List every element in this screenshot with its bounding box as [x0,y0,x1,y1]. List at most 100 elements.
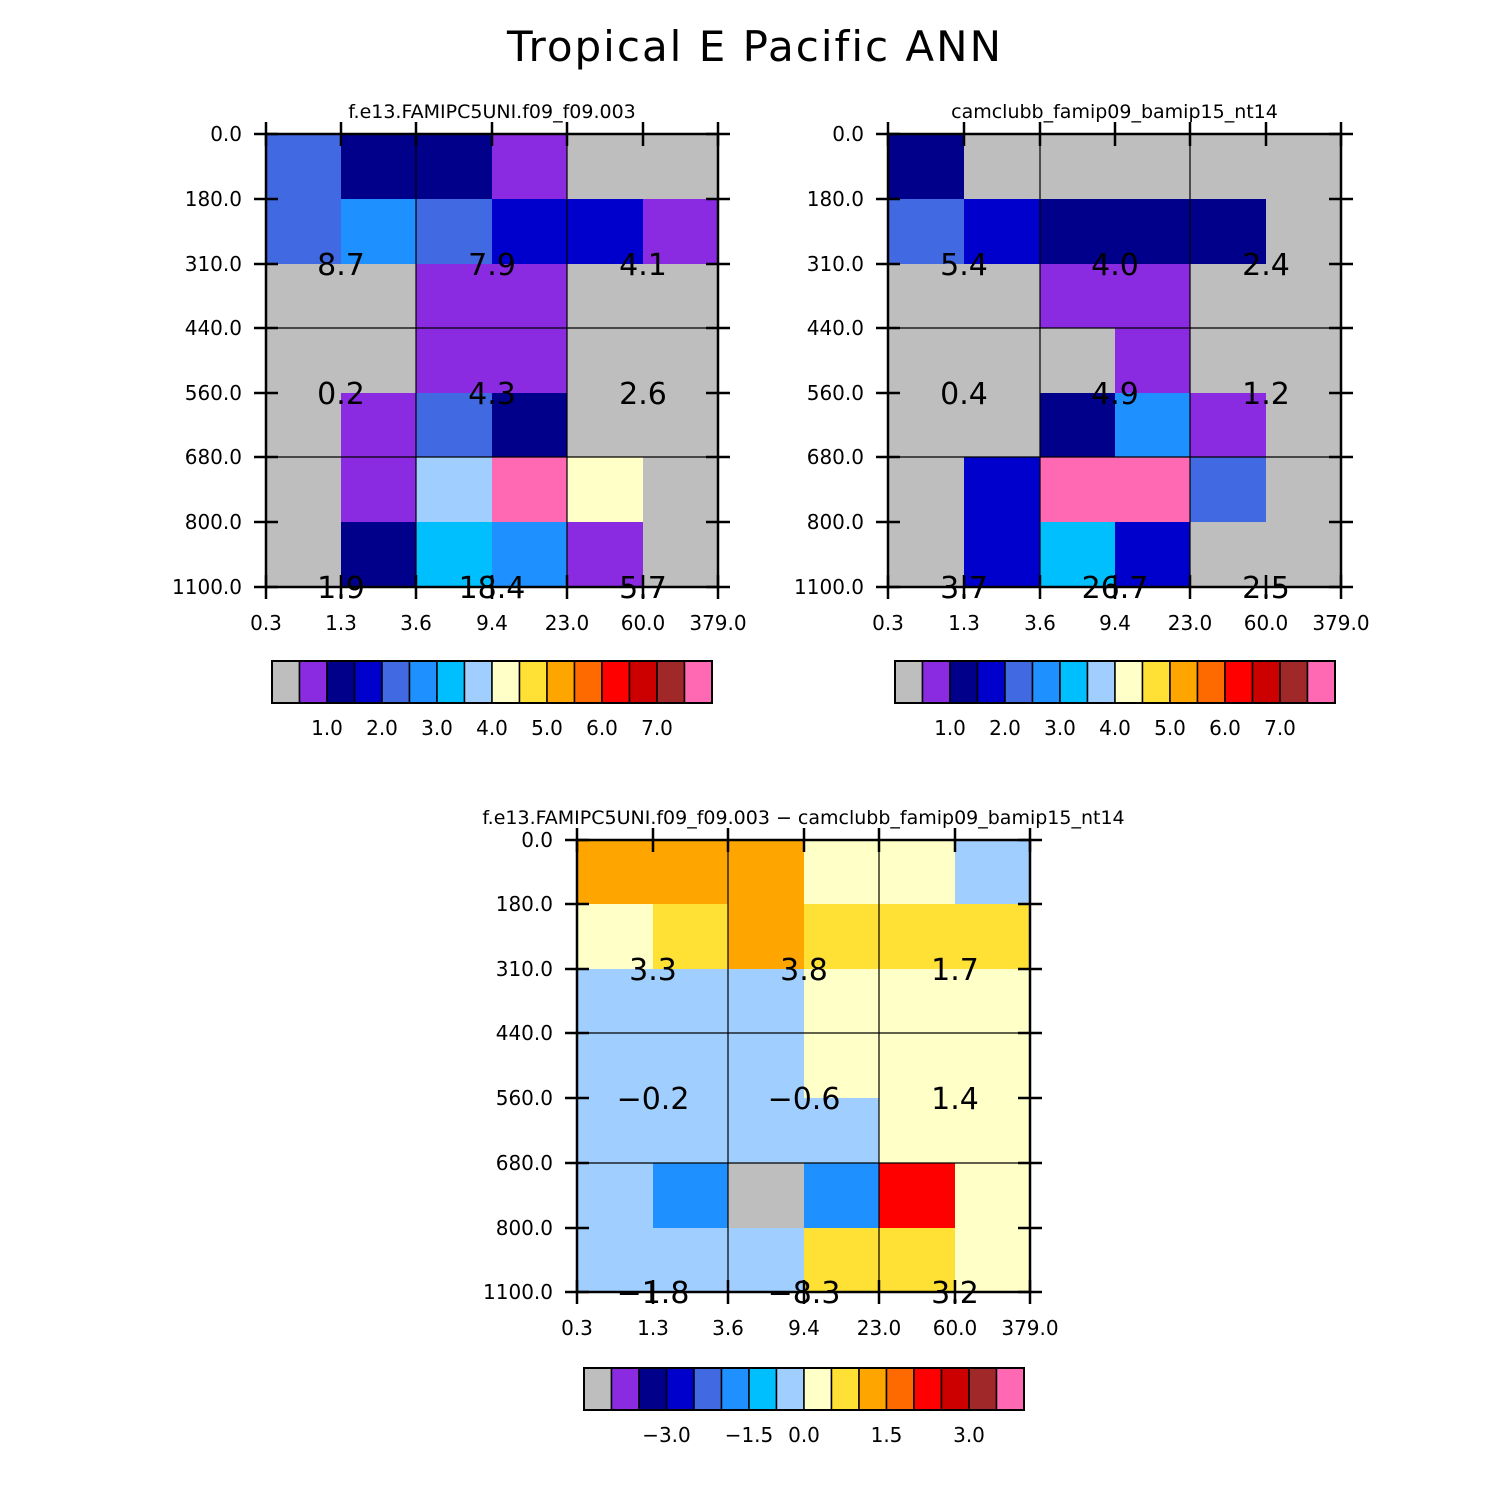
cell-value-label: 3.3 [629,953,677,988]
x-tick-label: 3.6 [1024,611,1056,635]
heatmap-cell [1040,199,1116,265]
heatmap-cell [955,1033,1031,1099]
heatmap-cell [567,264,644,329]
y-tick-label: 310.0 [185,252,242,276]
colorbar-box [830,1367,860,1411]
cell-value-label: 1.4 [931,1082,979,1117]
colorbar-box [408,660,438,704]
cell-value-label: 2.6 [619,377,667,412]
heatmap-cell [888,134,965,200]
heatmap-cell [643,393,719,458]
heatmap-cell [1040,457,1116,523]
heatmap-cell [567,457,644,523]
heatmap-cell [888,199,965,265]
heatmap-cell [964,264,1041,329]
heatmap-cell [1190,522,1267,588]
heatmap-cell [492,199,568,265]
heatmap-cell [341,328,417,394]
x-tick-label: 9.4 [1099,611,1131,635]
heatmap-cell [888,393,965,458]
colorbar-box [1251,660,1281,704]
x-tick-label: 23.0 [1168,611,1213,635]
colorbar-box [1114,660,1144,704]
colorbar-box [976,660,1006,704]
y-tick-label: 680.0 [185,445,242,469]
colorbar-label: 3.0 [953,1423,985,1447]
colorbar-box [1306,660,1336,704]
cell-value-label: 1.7 [931,953,979,988]
cell-value-label: 1.2 [1242,377,1290,412]
heatmap-cell [804,904,880,970]
heatmap-cell [416,264,493,329]
heatmap-cell [653,1163,729,1229]
heatmap-cell [728,1033,805,1099]
heatmap-cell [567,328,644,394]
colorbar-box [1196,660,1226,704]
colorbar-box [949,660,979,704]
heatmap-cell [1040,264,1116,329]
colorbar-box [720,1367,750,1411]
heatmap-cell [1115,264,1191,329]
heatmap-cell [1115,393,1191,458]
colorbar-box [546,660,576,704]
heatmap-cell [1190,328,1267,394]
colorbar-box [1224,660,1254,704]
heatmap-cell [879,1033,956,1099]
y-tick-label: 1100.0 [172,575,242,599]
heatmap-cell [341,522,417,588]
x-tick-label: 0.3 [561,1316,593,1340]
heatmap-cell [653,969,729,1034]
x-tick-label: 23.0 [545,611,590,635]
heatmap-cell [577,969,654,1034]
x-tick-label: 9.4 [476,611,508,635]
heatmap-cell [888,328,965,394]
cell-value-label: 4.0 [1091,248,1139,283]
x-tick-label: 379.0 [1312,611,1369,635]
heatmap-cell [888,522,965,588]
heatmap-cell [416,457,493,523]
y-tick-label: 440.0 [496,1021,553,1045]
panel-title: camclubb_famip09_bamip15_nt14 [951,101,1278,123]
heatmap-cell [804,1163,880,1229]
heatmap-cell [1040,134,1116,200]
heatmap-cell [341,264,417,329]
cell-value-label: 0.4 [940,377,988,412]
cell-value-label: −1.8 [617,1276,690,1311]
heatmap-cell [964,393,1041,458]
heatmap-cell [653,904,729,970]
colorbar-label: 0.0 [788,1423,820,1447]
y-tick-label: 680.0 [496,1151,553,1175]
heatmap-cell [266,457,342,523]
colorbar-label: −1.5 [725,1423,774,1447]
colorbar-box [1059,660,1089,704]
heatmap-cell [804,1228,880,1293]
y-tick-label: 560.0 [807,381,864,405]
heatmap-cell [643,134,719,200]
heatmap-panel-1: f.e13.FAMIPC5UNI.f09_f09.003 0.0 180.0 310.… [172,101,747,740]
y-tick-label: 800.0 [496,1216,553,1240]
colorbar-box [271,660,301,704]
heatmap-cell [577,1163,654,1229]
colorbar-label: 1.5 [871,1423,903,1447]
cell-value-label: 3.2 [931,1276,979,1311]
heatmap-cell [266,328,342,394]
heatmap-cell [955,904,1031,970]
colorbar-box [1169,660,1199,704]
heatmap-cell [492,328,568,394]
colorbar-box [298,660,328,704]
y-tick-label: 180.0 [185,187,242,211]
cell-value-label: 3.8 [780,953,828,988]
heatmap-cell [643,199,719,265]
heatmap-cell [577,1228,654,1293]
y-tick-label: 680.0 [807,445,864,469]
heatmap-cell [728,904,805,970]
heatmap-cell [266,393,342,458]
colorbar-box [601,660,631,704]
y-tick-label: 560.0 [496,1086,553,1110]
heatmap-cell [728,1163,805,1229]
y-tick-label: 310.0 [496,957,553,981]
y-tick-label: 180.0 [807,187,864,211]
heatmap-cell [1115,328,1191,394]
heatmap-cell [653,840,729,905]
